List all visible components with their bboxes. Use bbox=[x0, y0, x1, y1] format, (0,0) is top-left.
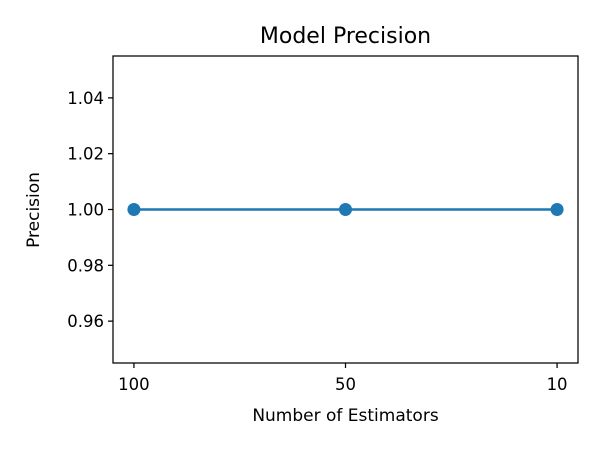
y-tick-label: 1.04 bbox=[67, 89, 104, 108]
x-axis: 100 50 10 bbox=[118, 363, 568, 394]
chart-title: Model Precision bbox=[260, 24, 431, 49]
plot-series bbox=[127, 203, 564, 216]
data-point bbox=[339, 203, 352, 216]
y-tick-label: 1.02 bbox=[67, 145, 104, 164]
y-axis: 0.96 0.98 1.00 1.02 1.04 bbox=[67, 89, 113, 331]
y-axis-label: Precision bbox=[24, 172, 44, 248]
x-axis-label: Number of Estimators bbox=[252, 406, 439, 426]
data-point bbox=[127, 203, 141, 216]
y-tick-label: 0.96 bbox=[67, 312, 104, 331]
x-tick-label: 10 bbox=[547, 375, 568, 394]
x-tick-label: 50 bbox=[335, 375, 356, 394]
data-point bbox=[550, 203, 564, 216]
y-tick-label: 0.98 bbox=[67, 256, 104, 275]
x-tick-label: 100 bbox=[118, 375, 150, 394]
y-tick-label: 1.00 bbox=[67, 201, 104, 220]
plot-area-frame bbox=[112, 55, 579, 364]
